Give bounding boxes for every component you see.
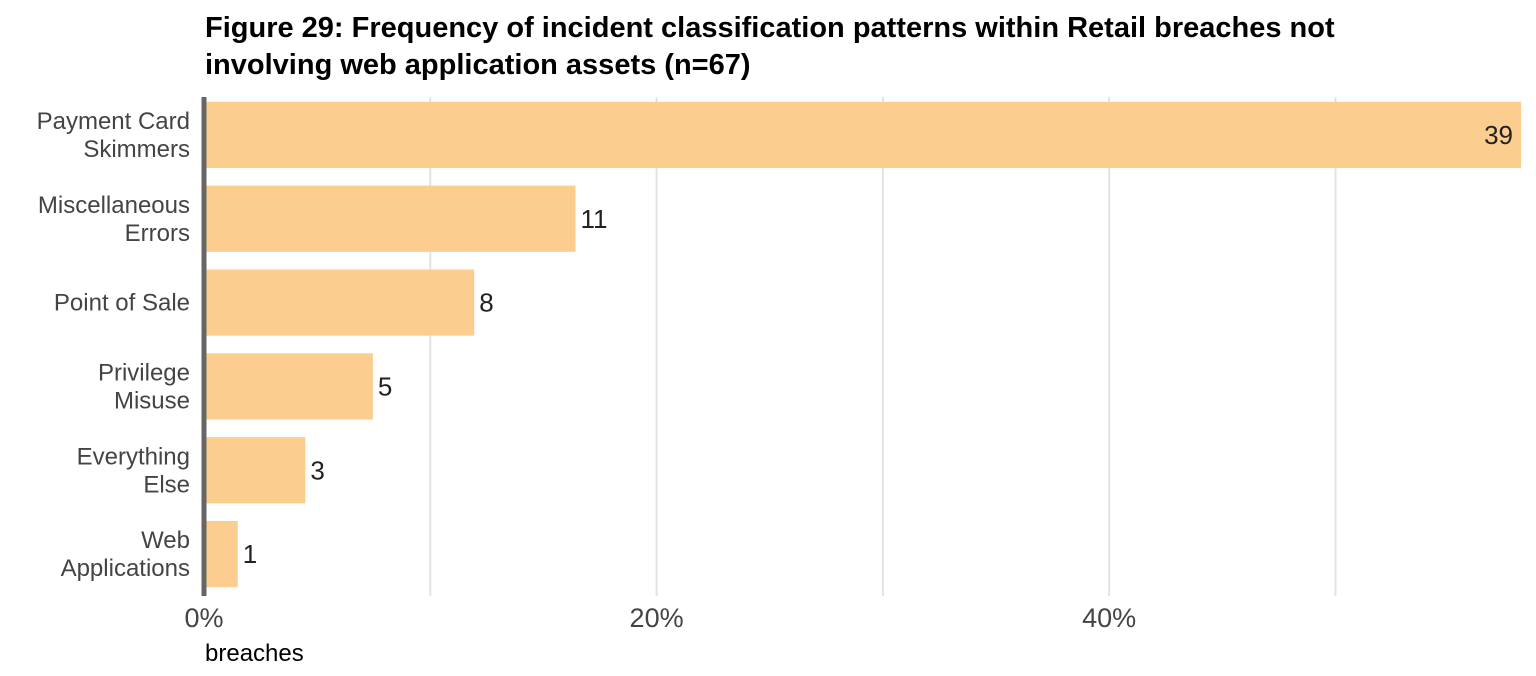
- bar: [206, 353, 373, 420]
- bar: [206, 101, 1521, 169]
- data-labels: 39 11 8 5 3 1: [243, 120, 1513, 569]
- category-label: Privilege Misuse: [98, 359, 190, 414]
- x-tick-labels: 0% 20% 40%: [184, 603, 1136, 633]
- chart-title-line-2: involving web application assets (n=67): [205, 49, 751, 81]
- category-label: Web Applications: [61, 527, 190, 582]
- category-label: Point of Sale: [54, 290, 190, 317]
- category-label: Payment Card Skimmers: [37, 108, 190, 163]
- bar: [206, 437, 306, 504]
- gridlines: [429, 97, 1337, 596]
- bars: [206, 101, 1521, 588]
- data-label: 8: [479, 288, 493, 318]
- chart-title-line-1: Figure 29: Frequency of incident classif…: [205, 12, 1335, 44]
- category-label: Everything Else: [77, 443, 190, 498]
- category-label: Miscellaneous Errors: [38, 192, 190, 247]
- category-labels: Payment Card Skimmers Miscellaneous Errors P…: [37, 108, 190, 582]
- data-label: 3: [310, 455, 324, 485]
- data-label: 1: [243, 539, 257, 569]
- x-tick-label: 40%: [1082, 603, 1136, 633]
- data-label: 11: [581, 204, 608, 234]
- data-label: 5: [378, 371, 392, 401]
- bar: [206, 520, 238, 588]
- data-label: 39: [1484, 120, 1513, 150]
- x-axis-title: breaches: [205, 640, 304, 667]
- x-tick-label: 0%: [184, 603, 223, 633]
- x-tick-label: 20%: [630, 603, 684, 633]
- bar: [206, 185, 576, 252]
- bar: [206, 269, 475, 336]
